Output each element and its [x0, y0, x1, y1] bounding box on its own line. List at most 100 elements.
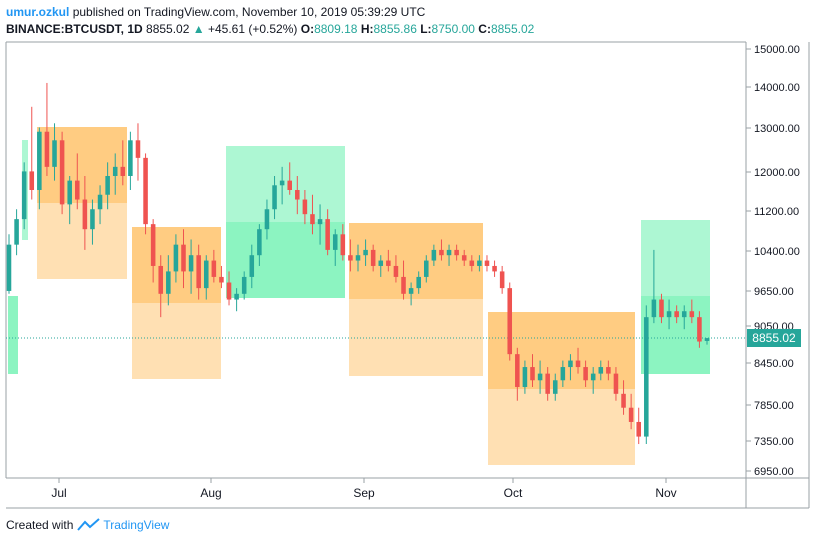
candle-body	[628, 407, 634, 422]
candle-body	[181, 244, 186, 272]
time-tick-label: Oct	[504, 486, 523, 500]
candle-body	[52, 140, 57, 167]
last-price: 8855.02	[146, 22, 190, 36]
candle-body	[689, 311, 695, 318]
open-label: O:	[300, 22, 315, 36]
candle-body	[636, 421, 641, 437]
candle-body	[659, 299, 664, 318]
candle-body	[530, 367, 535, 381]
candle-body	[158, 265, 164, 294]
low-label: L:	[420, 22, 432, 36]
price-tick-label: 11200.00	[754, 206, 799, 218]
candle-body	[704, 338, 710, 341]
last-price-tag: 8855.02	[747, 329, 801, 347]
candle-body	[477, 260, 482, 266]
candle-body	[568, 360, 573, 368]
candle-body	[340, 234, 346, 256]
candle-body	[241, 276, 247, 294]
candle-body	[188, 255, 194, 272]
candle-body	[515, 354, 520, 388]
price-change: +45.61 (+0.52%)	[207, 22, 298, 36]
orange-zone-low	[37, 203, 127, 279]
candle-body	[666, 311, 672, 318]
price-tick-label: 9650.00	[754, 286, 794, 298]
author-link[interactable]: umur.ozkul	[6, 5, 70, 19]
candle-body	[128, 140, 133, 176]
symbol-name[interactable]: BINANCE:BTCUSDT, 1D	[6, 22, 143, 36]
candle-body	[82, 199, 88, 230]
time-tick-label: Nov	[655, 486, 676, 500]
candle-body	[166, 271, 171, 294]
green-zone	[226, 146, 345, 222]
orange-zone	[349, 223, 483, 299]
orange-zone-low	[349, 299, 483, 376]
candle-body	[674, 311, 679, 318]
price-tick-label: 6950.00	[754, 466, 794, 478]
candle-body	[302, 199, 308, 215]
up-arrow-icon: ▲	[192, 22, 205, 36]
green-zone	[641, 220, 710, 296]
zone-boxes	[8, 127, 710, 465]
candle-body	[348, 255, 353, 261]
candle-body	[401, 276, 406, 294]
candle-body	[203, 260, 209, 289]
candle-body	[249, 255, 255, 277]
candle-body	[537, 373, 543, 381]
time-axis[interactable]: Jul Aug Sep Oct Nov	[51, 478, 677, 500]
candle-body	[681, 311, 687, 318]
time-tick-label: Sep	[353, 486, 375, 500]
candle-body	[279, 180, 285, 186]
candle-body	[219, 276, 224, 283]
candle-body	[454, 249, 459, 256]
symbol-legend: BINANCE:BTCUSDT, 1D 8855.02 ▲ +45.61 (+0…	[6, 22, 534, 36]
price-axis[interactable]: 15000.00 14000.00 13000.00 12000.00 11200.00…	[746, 44, 800, 478]
time-tick-label: Aug	[200, 486, 221, 500]
candle-body	[651, 299, 657, 318]
candle-body	[211, 260, 217, 277]
price-tick-label: 7850.00	[754, 400, 794, 412]
candle-body	[332, 234, 338, 250]
price-tick-label: 14000.00	[754, 82, 800, 94]
last-price-tag-bg	[747, 329, 801, 347]
candle-body	[644, 317, 649, 437]
candle-body	[105, 175, 110, 195]
candle-body	[560, 367, 566, 381]
candle-body	[135, 140, 141, 158]
price-tick-label: 7350.00	[754, 436, 794, 448]
candle-body	[621, 393, 626, 408]
candle-body	[499, 271, 505, 289]
price-tick-label: 8450.00	[754, 358, 794, 370]
candle-body	[173, 244, 179, 272]
close-value: 8855.02	[490, 22, 535, 36]
candle-body	[378, 260, 384, 266]
low-value: 8750.00	[431, 22, 475, 36]
candle-body	[325, 219, 330, 250]
last-price-tag-text: 8855.02	[752, 331, 796, 345]
candle-body	[112, 166, 118, 176]
price-tick-label: 13000.00	[754, 123, 800, 135]
candle-body	[97, 194, 103, 210]
candle-body	[29, 171, 35, 191]
candle-body	[552, 380, 558, 394]
candle-body	[590, 373, 596, 381]
candle-body	[416, 276, 421, 289]
tradingview-logo-icon	[77, 518, 101, 531]
candle-body	[272, 185, 277, 210]
candle-body	[545, 373, 550, 394]
candle-body	[613, 373, 619, 394]
price-tick-label: 12000.00	[754, 167, 800, 179]
orange-zone-low	[132, 303, 221, 379]
candle-body	[75, 180, 80, 200]
candle-body	[44, 131, 50, 167]
candle-body	[234, 293, 239, 300]
candle-body	[310, 214, 315, 225]
candle-body	[492, 265, 497, 272]
candle-body	[431, 249, 437, 261]
high-label: H:	[360, 22, 374, 36]
candle-body	[264, 209, 270, 230]
candle-body	[257, 229, 262, 256]
tradingview-link[interactable]: TradingView	[103, 518, 170, 532]
high-value: 8855.86	[373, 22, 417, 36]
candle-body	[697, 317, 702, 342]
